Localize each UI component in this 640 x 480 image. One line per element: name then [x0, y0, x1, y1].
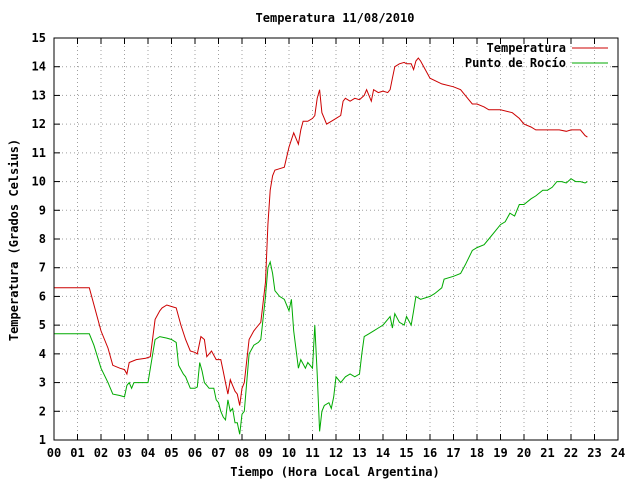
x-tick-label: 09	[258, 446, 272, 460]
y-tick-label: 11	[32, 146, 46, 160]
x-tick-label: 19	[493, 446, 507, 460]
x-tick-label: 22	[564, 446, 578, 460]
x-tick-label: 01	[70, 446, 84, 460]
y-tick-label: 4	[39, 347, 46, 361]
x-tick-label: 06	[188, 446, 202, 460]
x-tick-label: 10	[282, 446, 296, 460]
x-tick-label: 17	[446, 446, 460, 460]
x-tick-label: 23	[587, 446, 601, 460]
x-tick-label: 05	[164, 446, 178, 460]
x-tick-label: 00	[47, 446, 61, 460]
y-tick-label: 2	[39, 404, 46, 418]
series-line-temperatura	[54, 57, 588, 406]
x-tick-label: 04	[141, 446, 155, 460]
x-tick-label: 11	[305, 446, 319, 460]
x-tick-label: 20	[517, 446, 531, 460]
x-tick-label: 07	[211, 446, 225, 460]
y-tick-label: 14	[32, 60, 46, 74]
y-tick-label: 13	[32, 88, 46, 102]
legend-label: Punto de Rocío	[465, 56, 566, 70]
series-lines	[54, 57, 588, 435]
x-tick-label: 12	[329, 446, 343, 460]
x-tick-label: 18	[470, 446, 484, 460]
x-tick-label: 15	[399, 446, 413, 460]
series-line-punto-de-rocio	[54, 178, 588, 435]
y-tick-label: 10	[32, 175, 46, 189]
chart-title: Temperatura 11/08/2010	[256, 11, 415, 25]
x-tick-label: 02	[94, 446, 108, 460]
legend-label: Temperatura	[487, 41, 566, 55]
grid-lines	[54, 38, 618, 440]
x-axis-label: Tiempo (Hora Local Argentina)	[230, 465, 440, 479]
y-tick-label: 12	[32, 117, 46, 131]
x-tick-label: 24	[611, 446, 625, 460]
y-tick-label: 15	[32, 31, 46, 45]
x-tick-label: 08	[235, 446, 249, 460]
y-tick-label: 1	[39, 433, 46, 447]
y-tick-label: 6	[39, 289, 46, 303]
x-tick-label: 21	[540, 446, 554, 460]
y-tick-label: 9	[39, 203, 46, 217]
y-axis-label: Temperatura (Grados Celsius)	[7, 139, 21, 341]
y-tick-label: 3	[39, 376, 46, 390]
x-tick-label: 16	[423, 446, 437, 460]
axis-ticks: 00 01 02 03 04 05 06 07 08 09 10 11 12 13 14 15 16 17 18 19…	[32, 31, 626, 460]
y-tick-label: 8	[39, 232, 46, 246]
y-tick-label: 5	[39, 318, 46, 332]
x-tick-label: 03	[117, 446, 131, 460]
y-tick-label: 7	[39, 261, 46, 275]
x-tick-label: 14	[376, 446, 390, 460]
x-tick-label: 13	[352, 446, 366, 460]
